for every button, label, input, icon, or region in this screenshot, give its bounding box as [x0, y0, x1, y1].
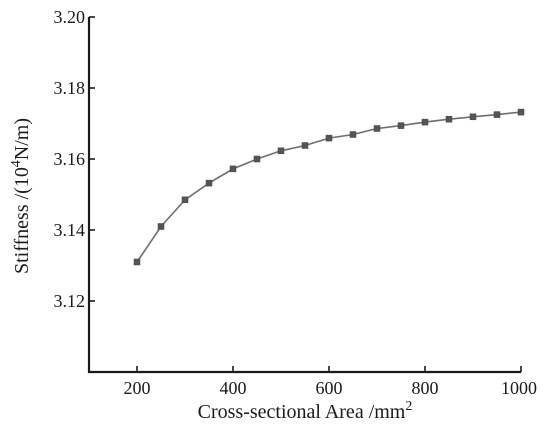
data-point [325, 134, 333, 142]
y-axis-label-prefix: Stiffness /(10 [11, 167, 33, 274]
data-point [397, 122, 405, 129]
x-axis-label: Cross-sectional Area /mm2 [198, 399, 413, 423]
data-point [229, 165, 237, 173]
data-point [157, 223, 165, 230]
data-point [277, 147, 285, 155]
data-point [517, 108, 525, 116]
x-tick-label: 200 [124, 378, 151, 398]
data-point [421, 118, 429, 126]
data-point [181, 196, 189, 204]
x-axis-ticks: 200 400 600 800 1000 [124, 366, 537, 398]
x-axis-label-superscript: 2 [405, 399, 412, 414]
x-axis-label-text: Cross-sectional Area /mm [198, 401, 406, 423]
x-tick-label: 600 [316, 378, 343, 398]
y-axis-label: Stiffness /(104N/m) [9, 118, 33, 274]
series-line [136, 111, 522, 263]
data-point [373, 125, 381, 132]
y-tick-label: 3.20 [54, 7, 86, 27]
data-point [205, 179, 213, 187]
y-tick-label: 3.16 [54, 149, 86, 169]
y-tick-label: 3.14 [54, 220, 86, 240]
data-point [253, 155, 261, 163]
data-point [469, 113, 477, 121]
x-tick-label: 1000 [501, 378, 537, 398]
x-tick-label: 800 [412, 378, 439, 398]
data-point [301, 142, 309, 149]
y-axis-label-suffix: N/m) [11, 118, 33, 160]
data-point [493, 111, 501, 118]
data-point [133, 258, 141, 266]
y-tick-label: 3.12 [54, 291, 86, 311]
x-tick-label: 400 [220, 378, 247, 398]
data-point [445, 115, 453, 123]
data-markers [133, 108, 525, 266]
y-axis-label-superscript: 4 [9, 160, 24, 167]
y-axis-ticks: 3.12 3.14 3.16 3.18 3.20 [54, 7, 95, 311]
y-tick-label: 3.18 [54, 78, 86, 98]
plot-axes [87, 17, 521, 374]
data-point [349, 131, 357, 138]
